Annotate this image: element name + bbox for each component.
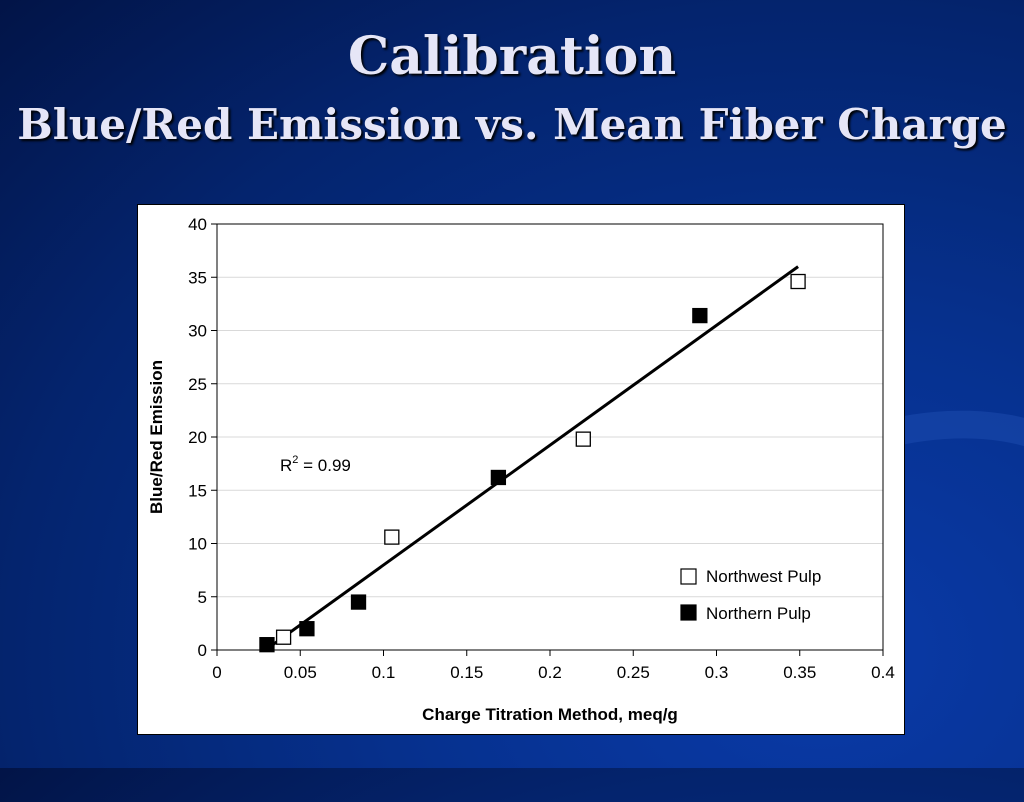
x-tick-label: 0.4 — [871, 663, 895, 682]
y-tick-label: 0 — [198, 641, 207, 660]
r-squared-superscript: 2 — [292, 454, 298, 466]
x-tick-label: 0.15 — [450, 663, 483, 682]
y-tick-label: 5 — [198, 588, 207, 607]
r-squared-r: R — [280, 456, 292, 475]
point-northern-pulp — [350, 594, 367, 610]
y-tick-label: 25 — [188, 375, 207, 394]
y-tick-label: 20 — [188, 428, 207, 447]
y-tick-label: 40 — [188, 215, 207, 234]
x-axis-label: Charge Titration Method, meq/g — [422, 705, 678, 724]
point-northwest-pulp — [384, 529, 400, 545]
x-tick-label: 0 — [212, 663, 221, 682]
legend-marker-northwest-pulp — [680, 568, 697, 585]
point-northern-pulp — [299, 621, 315, 637]
chart-frame: 0 5 10 15 20 25 30 35 40 0 0.05 0.1 0.15 0.2 0.25 0.3 0.… — [137, 204, 905, 735]
legend-label-northwest-pulp: Northwest Pulp — [706, 567, 821, 586]
y-tick-label: 15 — [188, 481, 207, 500]
point-northern-pulp — [259, 637, 275, 653]
x-tick-label: 0.2 — [538, 663, 562, 682]
legend: Northwest Pulp Northern Pulp — [680, 567, 821, 623]
y-axis-label: Blue/Red Emission — [147, 360, 166, 514]
legend-label-northern-pulp: Northern Pulp — [706, 604, 811, 623]
point-northwest-pulp — [575, 431, 591, 447]
point-northwest-pulp — [790, 273, 806, 290]
point-northwest-pulp — [275, 629, 292, 645]
point-northern-pulp — [692, 307, 708, 324]
x-tick-label: 0.25 — [617, 663, 650, 682]
slide-title: Calibration — [347, 26, 677, 87]
x-tick-label: 0.35 — [783, 663, 816, 682]
axes: 0 5 10 15 20 25 30 35 40 0 0.05 0.1 0.15 0.2 0.25 0.3 0.… — [188, 215, 895, 682]
slide-subtitle: Blue/Red Emission vs. Mean Fiber Charge — [17, 100, 1007, 149]
y-tick-label: 35 — [188, 268, 207, 287]
x-tick-label: 0.1 — [372, 663, 396, 682]
data-points — [259, 273, 806, 653]
scatter-chart: 0 5 10 15 20 25 30 35 40 0 0.05 0.1 0.15 0.2 0.25 0.3 0.… — [147, 215, 895, 724]
grid-lines — [217, 223, 883, 598]
y-tick-label: 30 — [188, 322, 207, 341]
trendline — [266, 265, 799, 651]
legend-marker-northern-pulp — [680, 604, 697, 621]
x-tick-label: 0.3 — [705, 663, 729, 682]
point-northern-pulp — [490, 469, 507, 486]
r-squared-annotation: R2 = 0.99 — [280, 454, 351, 475]
y-tick-label: 10 — [188, 535, 207, 554]
trendline-group — [266, 265, 799, 651]
r-squared-value: = 0.99 — [298, 456, 350, 475]
x-tick-label: 0.05 — [284, 663, 317, 682]
